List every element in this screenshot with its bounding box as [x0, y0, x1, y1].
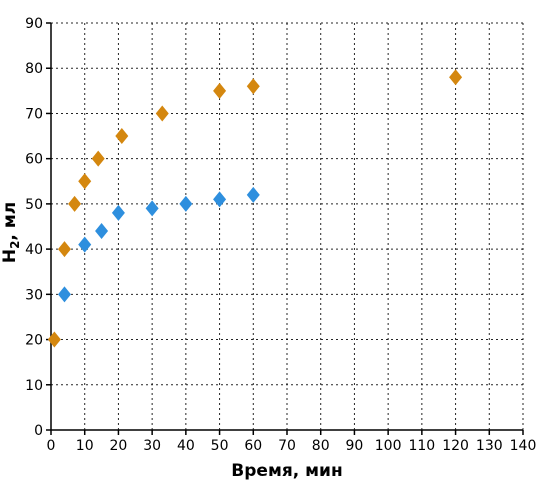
x-tick-label: 0 [47, 438, 56, 454]
y-tick-label: 40 [25, 242, 43, 258]
y-tick-label: 90 [25, 16, 43, 32]
x-tick-label: 60 [244, 438, 262, 454]
x-tick-label: 30 [143, 438, 161, 454]
data-point [213, 191, 227, 208]
x-tick-label: 40 [177, 438, 195, 454]
data-point [213, 82, 227, 99]
data-point [78, 236, 92, 253]
x-tick-label: 80 [312, 438, 330, 454]
y-tick-label: 30 [25, 287, 43, 303]
data-point [91, 150, 105, 167]
x-tick-label: 120 [442, 438, 469, 454]
y-tick-label: 80 [25, 61, 43, 77]
axes [46, 22, 524, 435]
y-tick-label: 10 [25, 378, 43, 394]
y-axis-title-main: H [0, 249, 20, 263]
series-2 [57, 186, 260, 303]
y-tick-label: 0 [34, 423, 43, 439]
x-tick-label: 100 [375, 438, 402, 454]
data-points [47, 69, 463, 348]
data-point [57, 286, 71, 303]
data-point [155, 105, 169, 122]
y-axis-title: H2, мл [0, 202, 22, 263]
data-point [179, 195, 193, 212]
x-tick-label: 50 [211, 438, 229, 454]
x-tick-label: 10 [76, 438, 94, 454]
series-1 [47, 69, 463, 348]
data-point [57, 241, 71, 258]
x-tick-label: 110 [408, 438, 435, 454]
data-point [115, 128, 129, 145]
x-tick-label: 20 [110, 438, 128, 454]
y-axis-title-subscript: 2 [8, 241, 22, 249]
y-tick-labels: 0 10 20 30 40 50 60 70 80 90 [25, 16, 43, 439]
data-point [145, 200, 159, 217]
data-point [78, 173, 92, 190]
data-point [47, 331, 61, 348]
grid [51, 22, 524, 430]
data-point [449, 69, 463, 86]
y-tick-label: 60 [25, 152, 43, 168]
y-tick-label: 20 [25, 333, 43, 349]
y-tick-label: 50 [25, 197, 43, 213]
data-point [246, 186, 260, 203]
x-tick-label: 130 [476, 438, 503, 454]
data-point [111, 204, 125, 221]
x-tick-label: 70 [278, 438, 296, 454]
data-point [246, 78, 260, 95]
x-tick-labels: 0 10 20 30 40 50 60 70 80 90 100 110 120 130 140 [47, 438, 537, 454]
x-tick-label: 90 [346, 438, 364, 454]
data-point [68, 195, 82, 212]
x-axis-title: Время, мин [231, 461, 342, 481]
y-axis-title-tail: , мл [0, 202, 20, 241]
data-point [95, 223, 109, 240]
x-tick-label: 140 [510, 438, 537, 454]
y-tick-label: 70 [25, 106, 43, 122]
